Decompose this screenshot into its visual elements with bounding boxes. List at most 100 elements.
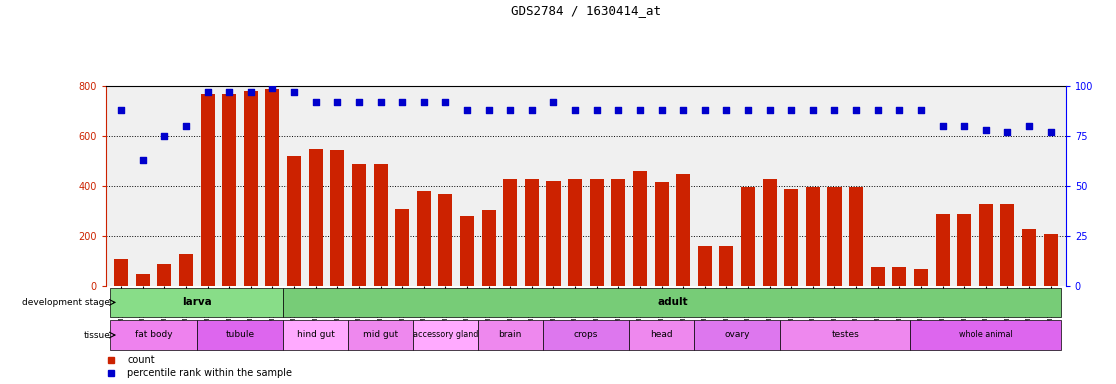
Bar xyxy=(413,320,478,350)
Bar xyxy=(157,263,172,286)
Bar xyxy=(568,179,583,286)
Point xyxy=(955,123,973,129)
Point xyxy=(847,107,865,113)
Point xyxy=(631,107,648,113)
Point xyxy=(1020,123,1038,129)
Text: head: head xyxy=(651,330,673,339)
Bar xyxy=(914,269,929,286)
Bar xyxy=(979,204,993,286)
Bar xyxy=(958,214,971,286)
Text: hind gut: hind gut xyxy=(297,330,335,339)
Bar xyxy=(612,179,625,286)
Text: accessory gland: accessory gland xyxy=(413,330,478,339)
Bar xyxy=(352,164,366,286)
Bar xyxy=(547,181,560,286)
Bar xyxy=(478,320,542,350)
Point xyxy=(653,107,671,113)
Text: brain: brain xyxy=(499,330,522,339)
Bar xyxy=(629,320,694,350)
Bar xyxy=(676,174,690,286)
Point xyxy=(999,129,1017,136)
Point xyxy=(782,107,800,113)
Point xyxy=(588,107,606,113)
Bar xyxy=(741,187,756,286)
Bar xyxy=(654,182,668,286)
Bar xyxy=(283,320,348,350)
Point xyxy=(868,107,886,113)
Text: development stage: development stage xyxy=(22,298,110,307)
Bar xyxy=(395,209,410,286)
Point xyxy=(545,99,562,106)
Bar xyxy=(762,179,777,286)
Bar xyxy=(348,320,413,350)
Bar xyxy=(196,320,283,350)
Text: larva: larva xyxy=(182,297,212,307)
Bar xyxy=(439,194,452,286)
Bar xyxy=(283,288,1061,317)
Bar xyxy=(482,210,496,286)
Point xyxy=(501,107,519,113)
Point xyxy=(458,107,475,113)
Bar xyxy=(633,171,647,286)
Point xyxy=(480,107,498,113)
Point xyxy=(739,107,757,113)
Bar xyxy=(694,320,780,350)
Point xyxy=(523,107,541,113)
Text: mid gut: mid gut xyxy=(363,330,398,339)
Text: tissue: tissue xyxy=(84,331,110,339)
Bar xyxy=(309,149,323,286)
Point xyxy=(912,107,930,113)
Point xyxy=(718,107,735,113)
Text: adult: adult xyxy=(657,297,687,307)
Bar xyxy=(222,94,237,286)
Bar xyxy=(266,89,279,286)
Bar xyxy=(136,273,150,286)
Point xyxy=(350,99,368,106)
Text: crops: crops xyxy=(574,330,598,339)
Point xyxy=(976,127,994,133)
Point xyxy=(134,157,152,163)
Point xyxy=(891,107,908,113)
Bar xyxy=(243,91,258,286)
Point xyxy=(696,107,714,113)
Bar xyxy=(330,150,345,286)
Point xyxy=(263,85,281,91)
Point xyxy=(177,123,195,129)
Point xyxy=(307,99,325,106)
Point xyxy=(113,107,131,113)
Bar xyxy=(110,288,283,317)
Bar xyxy=(935,214,950,286)
Point xyxy=(220,89,238,96)
Bar xyxy=(114,259,128,286)
Point xyxy=(1041,129,1059,136)
Point xyxy=(372,99,389,106)
Text: whole animal: whole animal xyxy=(959,330,1012,339)
Point xyxy=(826,107,844,113)
Bar xyxy=(1043,233,1058,286)
Point xyxy=(934,123,952,129)
Bar xyxy=(780,320,911,350)
Point xyxy=(804,107,821,113)
Bar xyxy=(460,216,474,286)
Bar xyxy=(893,267,906,286)
Text: GDS2784 / 1630414_at: GDS2784 / 1630414_at xyxy=(511,4,661,17)
Bar xyxy=(589,179,604,286)
Text: testes: testes xyxy=(831,330,859,339)
Bar xyxy=(542,320,629,350)
Bar xyxy=(849,187,863,286)
Bar xyxy=(503,179,518,286)
Point xyxy=(674,107,692,113)
Point xyxy=(761,107,779,113)
Point xyxy=(286,89,304,96)
Point xyxy=(566,107,584,113)
Bar xyxy=(1000,204,1014,286)
Text: fat body: fat body xyxy=(135,330,172,339)
Bar xyxy=(827,187,841,286)
Point xyxy=(328,99,346,106)
Bar xyxy=(179,254,193,286)
Bar xyxy=(201,94,214,286)
Point xyxy=(155,133,173,139)
Point xyxy=(199,89,217,96)
Bar xyxy=(110,320,196,350)
Bar xyxy=(911,320,1061,350)
